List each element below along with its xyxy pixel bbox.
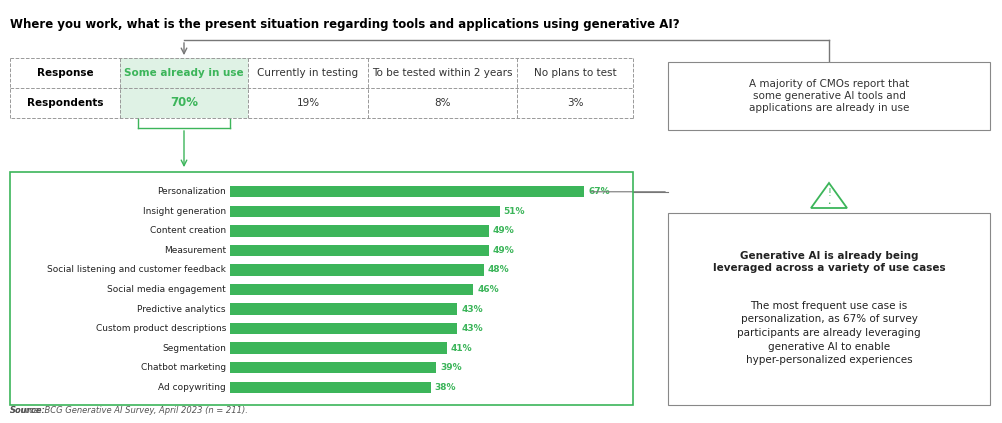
Bar [229,284,473,295]
Text: Custom product descriptions: Custom product descriptions [95,324,225,333]
Text: personalization, as 67% of survey: personalization, as 67% of survey [739,314,917,324]
Text: 48%: 48% [487,266,509,275]
Bar [10,172,632,405]
Text: To be tested within 2 years: To be tested within 2 years [372,68,512,78]
Text: 67%: 67% [587,187,609,196]
Text: participants are already leveraging: participants are already leveraging [736,328,920,338]
Text: Response: Response [37,68,93,78]
Text: 38%: 38% [435,383,456,392]
Text: Chatbot marketing: Chatbot marketing [140,363,225,372]
Text: 8%: 8% [434,98,450,108]
Text: 70%: 70% [169,96,197,110]
Bar [229,343,446,354]
Text: Where you work, what is the present situation regarding tools and applications u: Where you work, what is the present situ… [10,18,679,31]
Text: 51%: 51% [503,207,525,216]
Text: hyper-personalized experiences: hyper-personalized experiences [744,355,912,365]
Text: Content creation: Content creation [149,226,225,235]
Text: !: ! [827,188,830,198]
Text: 19%: 19% [297,98,320,108]
Text: Source:: Source: [10,406,46,415]
Bar [229,323,457,334]
Bar [229,186,583,198]
Text: 3%: 3% [566,98,583,108]
Text: Personalization: Personalization [157,187,225,196]
Text: Some already in use: Some already in use [124,68,243,78]
Text: Insight generation: Insight generation [142,207,225,216]
Text: 46%: 46% [477,285,498,294]
Text: Social media engagement: Social media engagement [107,285,225,294]
Text: Generative AI is already being
leveraged across a variety of use cases: Generative AI is already being leveraged… [712,251,944,272]
Text: Currently in testing: Currently in testing [258,68,358,78]
Bar [120,58,247,118]
Text: A majority of CMOs report that
some generative AI tools and
applications are alr: A majority of CMOs report that some gene… [748,80,908,113]
Text: The most frequent use case is: The most frequent use case is [749,301,907,311]
Bar [229,303,457,315]
Text: 43%: 43% [461,324,482,333]
Bar [229,362,436,374]
Text: 49%: 49% [493,226,514,235]
Text: Segmentation: Segmentation [162,343,225,353]
Text: No plans to test: No plans to test [533,68,615,78]
Bar [667,213,989,405]
Text: 43%: 43% [461,305,482,313]
Text: Social listening and customer feedback: Social listening and customer feedback [47,266,225,275]
Text: Source: BCG Generative AI Survey, April 2023 (n = 211).: Source: BCG Generative AI Survey, April … [10,406,247,415]
Text: 49%: 49% [493,246,514,255]
Bar [667,62,989,130]
Bar [229,382,431,393]
Bar [229,245,489,256]
Text: Predictive analytics: Predictive analytics [137,305,225,313]
Bar [229,225,489,236]
Bar [229,206,499,217]
Text: Respondents: Respondents [27,98,103,108]
Text: •: • [827,201,830,206]
Text: generative AI to enable: generative AI to enable [768,341,889,352]
Text: 39%: 39% [440,363,461,372]
Text: 41%: 41% [450,343,472,353]
Text: Ad copywriting: Ad copywriting [158,383,225,392]
Bar [229,264,483,276]
Text: Measurement: Measurement [163,246,225,255]
